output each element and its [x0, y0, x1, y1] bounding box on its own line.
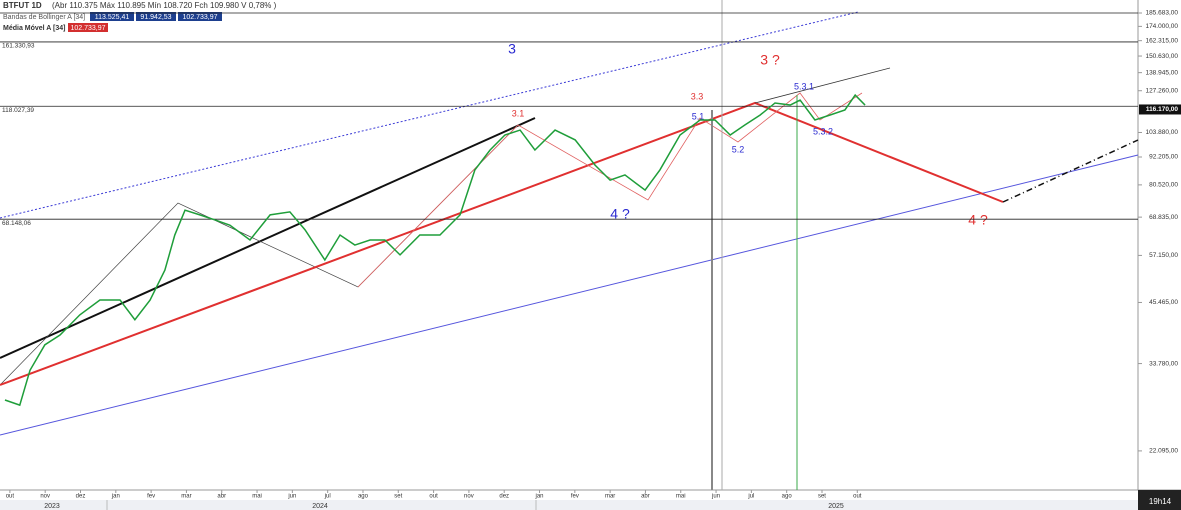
y-tick-label: 22.095,00: [1149, 448, 1178, 455]
x-tick-label: jul: [747, 494, 754, 500]
x-tick-label: fev: [571, 494, 579, 500]
y-tick-label: 162.315,00: [1145, 37, 1178, 44]
wave-label: 3: [508, 41, 516, 57]
y-tick-label: 174.000,00: [1145, 23, 1178, 30]
badge-text: 113.525,41: [95, 14, 130, 21]
wave-label: 4 ?: [968, 212, 988, 228]
wave-label: 5.3.2: [813, 126, 833, 136]
wave-label: 3 ?: [760, 52, 780, 68]
y-tick-label: 80.520,00: [1149, 182, 1178, 189]
y-tick-label: 185.683,00: [1145, 10, 1178, 17]
indicator: Bandas de Bollinger A [34]: [3, 14, 85, 21]
channel-blue: [0, 154, 1139, 436]
level-label: 118.027,39: [2, 107, 34, 114]
year-label: 2024: [312, 503, 328, 510]
x-tick-label: dez: [499, 494, 509, 500]
x-tick-label: abr: [641, 494, 650, 500]
x-tick-label: mai: [676, 494, 686, 500]
badge: [136, 12, 176, 21]
y-tick-label: 127.260,00: [1145, 87, 1178, 94]
wave-label: 4 ?: [610, 206, 630, 222]
symbol: BTFUT 1D: [3, 1, 42, 10]
badge: [178, 12, 222, 21]
badge-text: 102.733,97: [70, 25, 105, 32]
level-label: 161.330,93: [2, 43, 35, 50]
y-tick-label: 68.835,00: [1149, 214, 1178, 221]
wave-label: 5.1: [692, 111, 705, 121]
y-tick-label: 92.205,00: [1149, 154, 1178, 161]
x-tick-label: out: [6, 494, 15, 500]
x-tick-label: set: [394, 494, 402, 500]
x-tick-label: jun: [711, 494, 720, 500]
badge-text: 91.942,53: [140, 14, 171, 21]
time-box: [1138, 490, 1181, 510]
y-tick-label: 103.880,00: [1145, 129, 1178, 136]
x-tick-label: out: [853, 494, 862, 500]
x-tick-label: dez: [76, 494, 86, 500]
price-line: [4, 93, 866, 407]
x-tick-label: nov: [464, 494, 474, 500]
x-tick-label: mar: [181, 494, 191, 500]
wave-label: 5.3.1: [794, 81, 814, 91]
y-tick-label: 138.945,00: [1145, 69, 1178, 76]
x-tick-label: fev: [147, 494, 155, 500]
badge-text: 102.733,97: [182, 14, 217, 21]
y-tick-label: 150.630,00: [1145, 53, 1178, 60]
level-label: 68.148,06: [2, 220, 31, 227]
trendline-black: [0, 117, 536, 359]
badge: [68, 23, 108, 32]
trendline-thin: [754, 67, 891, 104]
y-tick-label: 33.780,00: [1149, 360, 1178, 367]
x-tick-label: ago: [358, 494, 369, 500]
year-label: 2023: [44, 503, 60, 510]
x-tick-label: jun: [287, 494, 296, 500]
y-tick-label: 57.150,00: [1149, 252, 1178, 259]
wave-label: 3.3: [691, 91, 704, 101]
year-bar: [0, 500, 1138, 510]
x-tick-label: mar: [605, 494, 615, 500]
channel-dotted: [0, 11, 859, 219]
badge: [90, 12, 134, 21]
wave-label: 3.1: [512, 108, 525, 118]
time: 19h14: [1149, 497, 1172, 506]
header: BTFUT 1D (Abr 110.375 Máx 110.895 Mín 10…: [3, 1, 277, 32]
y-tick-label: 45.465,00: [1149, 299, 1178, 306]
ohlc: (Abr 110.375 Máx 110.895 Mín 108.720 Fch…: [52, 1, 277, 10]
projection: [1002, 139, 1139, 203]
drawings: [0, 0, 1139, 490]
x-tick-label: set: [818, 494, 826, 500]
indicator: Média Móvel A [34]: [3, 25, 66, 32]
year-label: 2025: [828, 503, 844, 510]
x-tick-label: ago: [782, 494, 793, 500]
wave-label: 5.2: [732, 144, 745, 154]
x-tick-label: abr: [217, 494, 226, 500]
x-tick-label: jan: [111, 494, 120, 500]
x-tick-label: mai: [252, 494, 262, 500]
x-tick-label: jan: [535, 494, 544, 500]
x-tick-label: nov: [40, 494, 50, 500]
x-tick-label: jul: [324, 494, 331, 500]
wave-path: [357, 92, 863, 288]
x-tick-label: out: [429, 494, 438, 500]
price-box: [1139, 104, 1181, 115]
price-label: 116.170,00: [1146, 106, 1179, 113]
